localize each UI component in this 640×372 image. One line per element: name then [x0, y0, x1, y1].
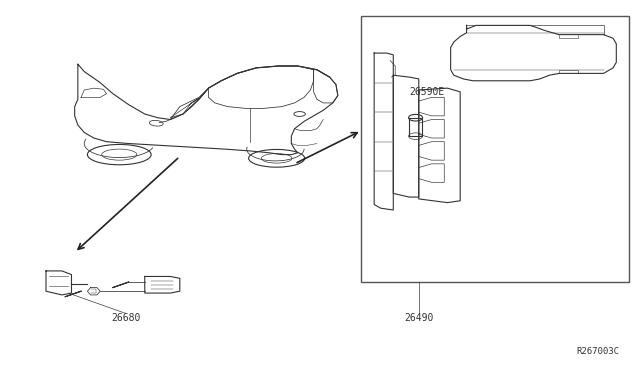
Text: 26490: 26490 [404, 313, 433, 323]
Text: R267003C: R267003C [577, 347, 620, 356]
Text: 26680: 26680 [111, 313, 140, 323]
Bar [362, 16, 629, 282]
Text: 26590E: 26590E [409, 87, 444, 97]
